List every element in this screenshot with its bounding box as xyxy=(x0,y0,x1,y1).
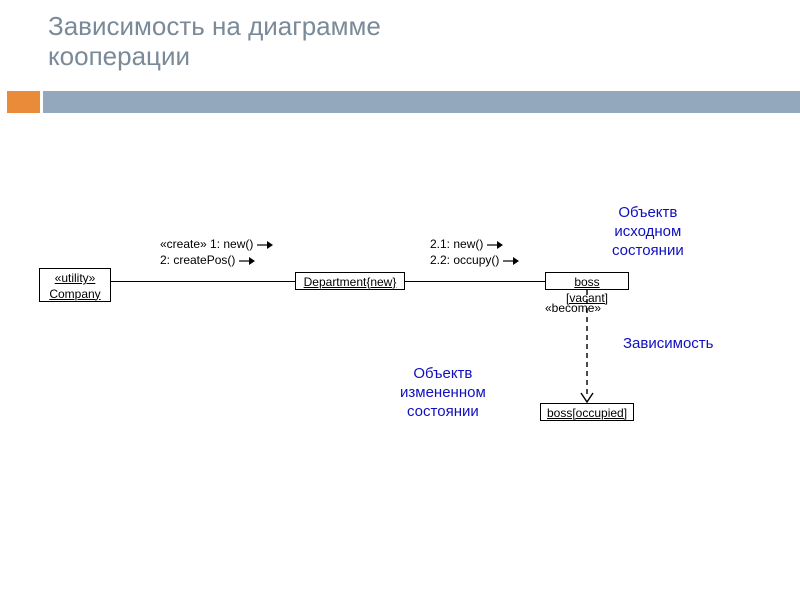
message-1: «create» 1: new() 2: createPos() xyxy=(160,236,273,268)
node-department: Department{new} xyxy=(295,272,405,290)
node-department-name: Department{new} xyxy=(304,275,397,289)
link-company-department xyxy=(111,281,295,282)
message-2-line1: 2.1: new() xyxy=(430,237,483,251)
message-1-line1: «create» 1: new() xyxy=(160,237,253,251)
arrow-right-icon xyxy=(487,240,503,250)
node-boss-vacant: boss [vacant] xyxy=(545,272,629,290)
node-boss-occupied: boss[occupied] xyxy=(540,403,634,421)
header-bar xyxy=(43,91,800,113)
message-2-line2: 2.2: occupy() xyxy=(430,253,499,267)
accent-bar xyxy=(7,91,40,113)
annotation-initial-state: Объектв исходном состоянии xyxy=(612,204,684,260)
node-company-name: Company xyxy=(49,287,100,301)
arrow-right-icon xyxy=(503,256,519,266)
slide-title: Зависимость на диаграмме кооперации xyxy=(48,12,381,72)
node-boss-occupied-name: boss[occupied] xyxy=(547,406,627,420)
annotation-changed-state: Объектв измененном состоянии xyxy=(400,365,486,421)
message-2: 2.1: new() 2.2: occupy() xyxy=(430,236,519,268)
cooperation-diagram: «utility» Company Department{new} boss [… xyxy=(0,120,800,540)
arrow-right-icon xyxy=(239,256,255,266)
node-company: «utility» Company xyxy=(39,268,111,302)
dependency-stereotype: «become» xyxy=(545,301,601,315)
annotation-dependency: Зависимость xyxy=(623,335,713,354)
link-department-boss xyxy=(405,281,545,282)
arrow-right-icon xyxy=(257,240,273,250)
node-company-stereotype: «utility» xyxy=(55,271,96,285)
message-1-line2: 2: createPos() xyxy=(160,253,235,267)
